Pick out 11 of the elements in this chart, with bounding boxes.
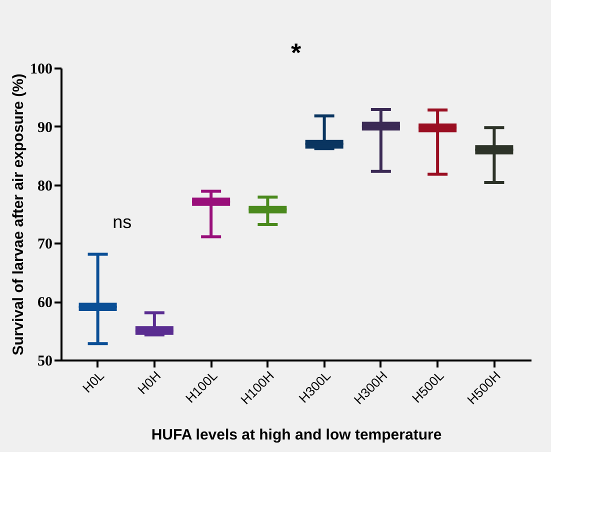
y-axis-title: Survival of larvae after air exposure (%) (10, 74, 27, 356)
y-tick-label: 70 (38, 236, 52, 253)
y-tick-label: 100 (30, 62, 52, 78)
y-tick-label: 80 (38, 178, 52, 194)
y-tick-label: 90 (38, 120, 52, 136)
y-tick-label: 60 (38, 295, 52, 312)
x-tick-label: H0L (80, 368, 107, 396)
x-axis-title: HUFA levels at high and low temperature (151, 426, 442, 444)
text: * (290, 37, 302, 68)
annotation: ns (112, 212, 132, 232)
y-tick-label: 50 (38, 354, 52, 370)
